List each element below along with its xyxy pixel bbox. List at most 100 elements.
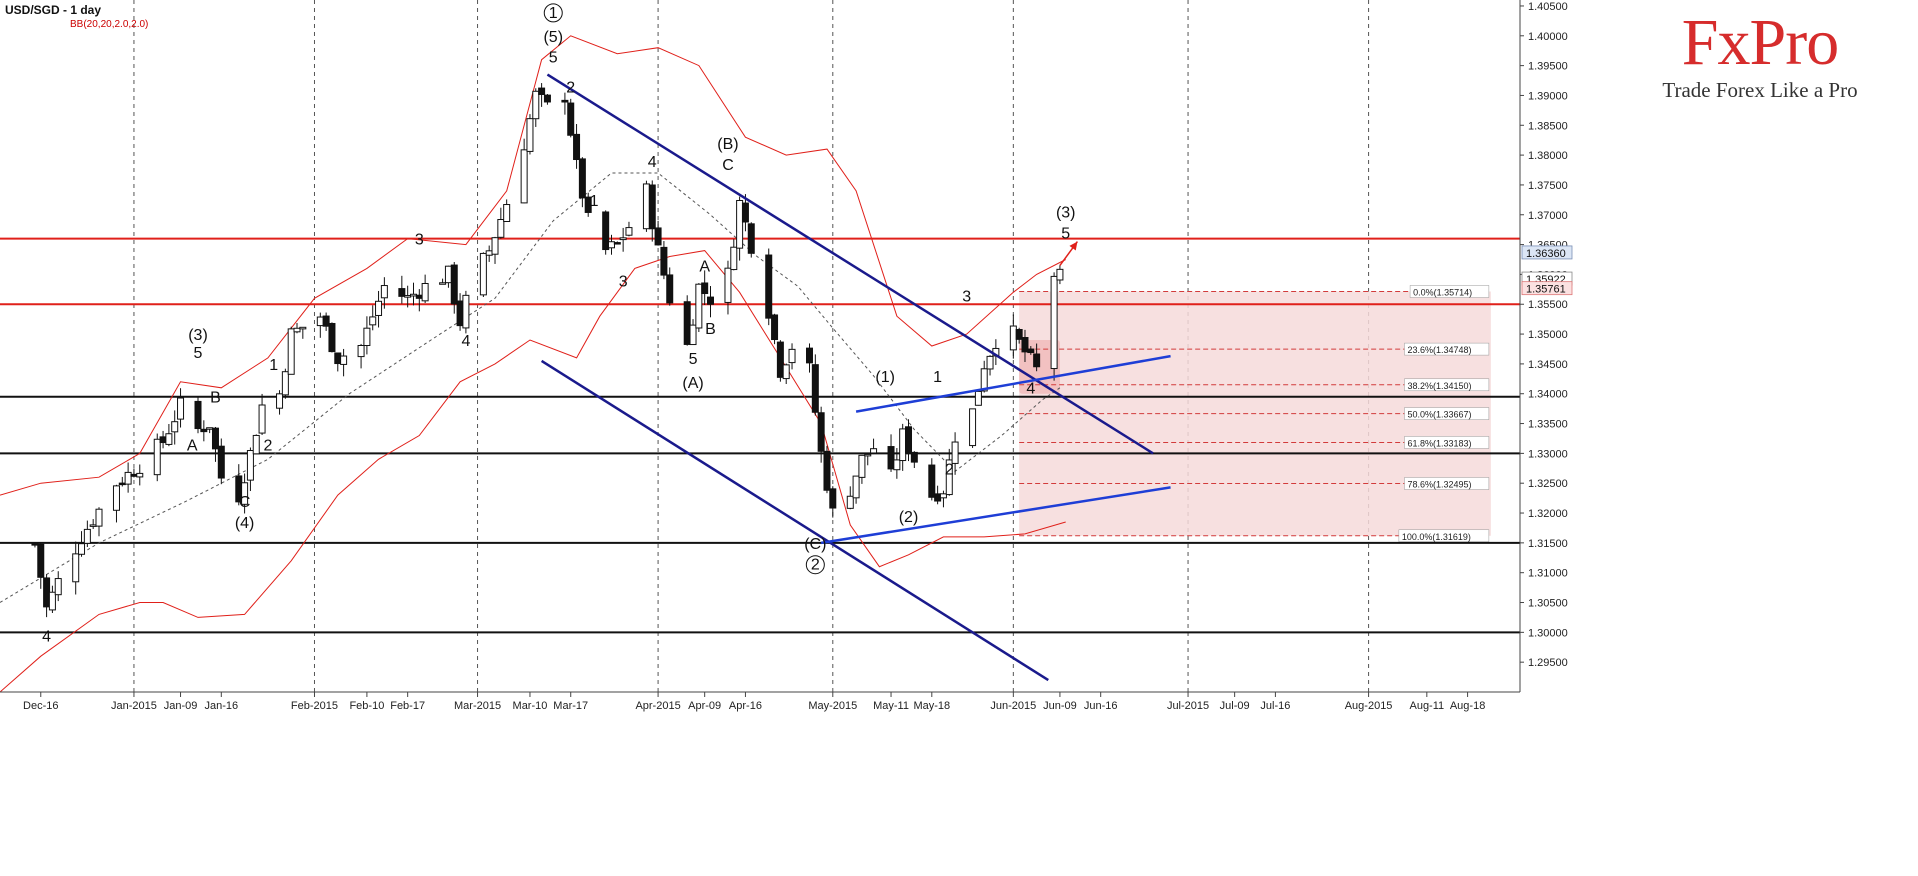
candle-body — [969, 408, 977, 447]
wave-label: 3 — [962, 288, 971, 305]
wave-label: C — [239, 494, 251, 511]
candle-body — [1050, 275, 1058, 370]
wave-label: 5 — [689, 351, 698, 368]
candle-body — [95, 508, 103, 527]
price-tick-label: 1.39500 — [1528, 61, 1568, 73]
chart-title-block: USD/SGD - 1 day BB(20,20,2.0,2.0) — [5, 3, 148, 30]
candle-body — [602, 211, 610, 251]
wave-label: 1 — [269, 357, 278, 374]
candle-body — [1015, 329, 1023, 340]
candle-body — [870, 448, 878, 454]
date-tick-label: Jun-09 — [1043, 700, 1077, 712]
price-tick-label: 1.33500 — [1528, 419, 1568, 431]
candle-body — [538, 87, 546, 95]
candle-body — [526, 118, 534, 152]
candle-body — [823, 450, 831, 491]
candle-body — [899, 428, 907, 462]
candle-body — [78, 543, 86, 555]
candle-body — [532, 90, 540, 120]
candle-body — [456, 300, 464, 327]
candle-body — [683, 301, 691, 345]
candle-body — [689, 324, 697, 346]
candle-body — [497, 219, 505, 238]
price-tick-label: 1.35000 — [1528, 329, 1568, 341]
candle-body — [776, 341, 784, 378]
candle-body — [503, 204, 511, 223]
candle-body — [736, 199, 744, 249]
trend-line — [546, 73, 1154, 455]
price-tag-label: 1.36360 — [1526, 248, 1566, 260]
price-tick-label: 1.32000 — [1528, 508, 1568, 520]
price-tick-label: 1.33000 — [1528, 448, 1568, 460]
candle-body — [887, 446, 895, 470]
wave-label: (3) — [188, 327, 208, 344]
candle-body — [771, 314, 779, 341]
candle-body — [782, 364, 790, 380]
candle-body — [281, 371, 289, 396]
candle-body — [276, 393, 284, 409]
price-axis-background — [1520, 0, 1918, 692]
candle-body — [893, 459, 901, 471]
wave-label: (C) — [804, 536, 826, 553]
candle-body — [858, 454, 866, 478]
candle-body — [462, 294, 470, 329]
candle-body — [951, 441, 959, 464]
candle-body — [817, 412, 825, 452]
candle-body — [340, 355, 348, 365]
date-tick-label: Jan-16 — [204, 700, 238, 712]
price-tick-label: 1.37000 — [1528, 210, 1568, 222]
wave-label: 2 — [263, 437, 272, 454]
candle-body — [765, 254, 773, 319]
candle-body — [613, 242, 621, 245]
wave-label: (B) — [717, 136, 738, 153]
wave-label: 4 — [42, 628, 51, 645]
wave-label: 5 — [549, 50, 558, 67]
candle-body — [573, 133, 581, 161]
candle-body — [642, 183, 650, 230]
wave-label-circle — [543, 3, 563, 23]
date-tick-label: Apr-2015 — [635, 700, 680, 712]
date-tick-label: Apr-09 — [688, 700, 721, 712]
price-tag-label: 1.35761 — [1526, 284, 1566, 296]
candle-body — [648, 184, 656, 230]
wave-label: 5 — [1061, 226, 1070, 243]
wave-label: (5) — [543, 29, 563, 46]
candle-body — [666, 274, 674, 304]
logo-tagline: Trade Forex Like a Pro — [1662, 78, 1858, 102]
candle-body — [846, 495, 854, 509]
candle-body — [328, 322, 336, 353]
candle-body — [404, 295, 412, 298]
wave-label: A — [699, 258, 710, 275]
fib-label-box — [1404, 436, 1490, 449]
candle-body — [660, 246, 668, 276]
price-tick-label: 1.34000 — [1528, 389, 1568, 401]
wave-label: B — [210, 390, 221, 407]
candle-body — [194, 400, 202, 430]
date-tick-label: May-2015 — [808, 700, 857, 712]
trend-line — [540, 359, 1049, 682]
candle-body — [217, 445, 225, 479]
candle-body — [415, 294, 423, 299]
candle-body — [43, 577, 51, 608]
candle-body — [48, 591, 56, 611]
candle-body — [37, 543, 45, 578]
candle-body — [322, 315, 330, 327]
candle-body — [910, 451, 918, 463]
candle-body — [450, 264, 458, 305]
candle-body — [520, 149, 528, 204]
candle-body — [211, 427, 219, 450]
price-tick-label: 1.38500 — [1528, 120, 1568, 132]
fib-level-label: 38.2%(1.34150) — [1407, 381, 1471, 391]
fib-label-box — [1398, 529, 1490, 543]
wave-label: (3) — [1056, 205, 1076, 222]
wave-label: 3 — [619, 273, 628, 290]
candle-body — [479, 252, 487, 296]
candle-body — [293, 327, 301, 333]
candle-body — [741, 202, 749, 223]
candle-body — [171, 421, 179, 433]
candle-body — [153, 438, 161, 476]
candle-body — [829, 488, 837, 509]
candle-body — [747, 223, 755, 254]
price-tick-label: 1.30500 — [1528, 598, 1568, 610]
